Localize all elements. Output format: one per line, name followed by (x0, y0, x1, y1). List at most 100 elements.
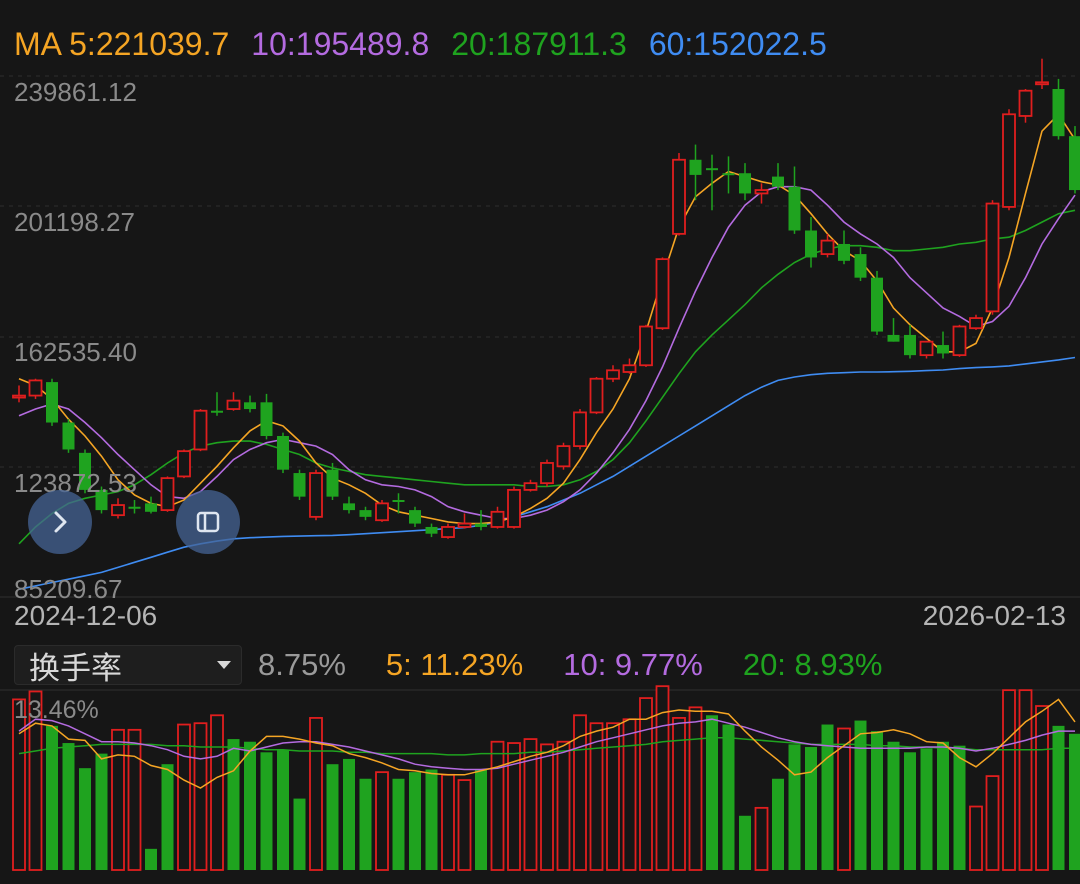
start-date: 2024-12-06 (14, 600, 158, 631)
turnover-bar (639, 697, 653, 871)
turnover-bar (490, 740, 505, 871)
turnover-ma10-line (18, 718, 1075, 771)
candle-body (639, 325, 653, 367)
price-axis-label-min: 85209.67 (14, 574, 123, 604)
turnover-bars (12, 685, 1080, 871)
turnover-ma5-line (18, 698, 1076, 789)
turnover-ma10: 10: 9.77% (563, 647, 703, 682)
ma20-legend: 20:187911.3 (451, 26, 627, 62)
indicator-selector[interactable]: 换手率 (14, 645, 242, 686)
turnover-bar (788, 744, 801, 870)
turnover-bar (277, 749, 289, 870)
turnover-bar (441, 773, 455, 871)
candle-body (540, 462, 554, 485)
turnover-bar (392, 778, 405, 870)
candle-body (475, 523, 487, 527)
candle-body (952, 325, 967, 357)
turnover-bar (293, 798, 306, 870)
candle-body (919, 340, 934, 357)
turnover-axis-max: 13.46% (14, 696, 99, 724)
candle-body (706, 168, 718, 171)
candle-body (425, 526, 438, 534)
candle-body (160, 477, 175, 512)
candle-body (854, 254, 867, 278)
candle-body (904, 334, 916, 356)
turnover-bar (145, 848, 157, 870)
candle-body (490, 510, 505, 528)
candle-body (754, 189, 769, 195)
turnover-legend: 换手率 8.75% 5: 11.23% 10: 9.77% 20: 8.93% (14, 643, 922, 687)
turnover-bar (409, 772, 421, 870)
turnover-bar (343, 758, 355, 870)
candle-body (244, 402, 256, 410)
candle-body (969, 317, 983, 330)
turnover-bar (193, 722, 208, 871)
turnover-bar (739, 815, 751, 870)
candle-body (523, 482, 538, 491)
turnover-bar (688, 706, 703, 871)
turnover-bar (1035, 705, 1049, 871)
turnover-bar (969, 805, 983, 871)
caret-down-icon (217, 661, 231, 669)
turnover-bar (754, 806, 769, 871)
turnover-bar (177, 723, 191, 871)
candle-body (672, 158, 686, 235)
chevron-right-icon (54, 511, 67, 533)
turnover-bar (1052, 725, 1065, 870)
candle-body (79, 452, 91, 490)
turnover-bar (1018, 689, 1033, 871)
price-axis-label-3: 162535.40 (14, 337, 137, 367)
candle-body (1018, 89, 1033, 117)
turnover-bar (210, 714, 224, 871)
end-date: 2026-02-13 (922, 600, 1066, 631)
candle-body (805, 230, 817, 258)
candle-body (937, 345, 949, 354)
turnover-bar (854, 720, 867, 870)
candle-body (573, 411, 587, 448)
turnover-bar (953, 745, 966, 870)
candle-body (409, 510, 421, 524)
candle-body (193, 409, 208, 451)
candle-body (689, 159, 702, 175)
price-axis-label-max: 239861.12 (14, 77, 137, 107)
turnover-bar (1002, 689, 1016, 871)
candle-body (177, 450, 191, 478)
candle-body (441, 526, 455, 538)
candle-body (111, 504, 125, 517)
turnover-bar (540, 743, 554, 871)
candle-body (606, 369, 620, 380)
turnover-bar (12, 698, 26, 871)
sidebar-panel-icon (196, 511, 220, 533)
turnover-bar (706, 715, 718, 870)
candle-body (145, 503, 157, 512)
candle-body (375, 502, 389, 522)
turnover-bar (589, 722, 604, 871)
candle-body (260, 402, 273, 437)
turnover-bar (655, 685, 670, 871)
ma60-legend: 60:152022.5 (648, 26, 827, 62)
turnover-bar (28, 690, 43, 871)
candle-body (820, 239, 835, 255)
candle-body (985, 202, 1000, 313)
candle-body (788, 186, 801, 231)
candle-body (1069, 136, 1080, 191)
turnover-bar (523, 738, 538, 871)
candle-body (293, 473, 306, 497)
expand-button[interactable] (28, 490, 92, 554)
turnover-bar (457, 779, 472, 871)
turnover-value: 8.75% (258, 647, 346, 682)
turnover-bar (985, 775, 1000, 871)
turnover-bar (127, 728, 142, 871)
candle-body (12, 394, 26, 399)
candle-body (1035, 81, 1049, 86)
candle-body (62, 422, 75, 450)
turnover-bar (227, 739, 240, 870)
candle-body (1002, 113, 1016, 208)
turnover-bar (837, 727, 851, 871)
candle-body (1052, 89, 1065, 137)
candle-body (871, 277, 883, 332)
candle-body (622, 364, 637, 373)
panel-toggle-button[interactable] (176, 490, 240, 554)
turnover-bar (95, 753, 108, 870)
